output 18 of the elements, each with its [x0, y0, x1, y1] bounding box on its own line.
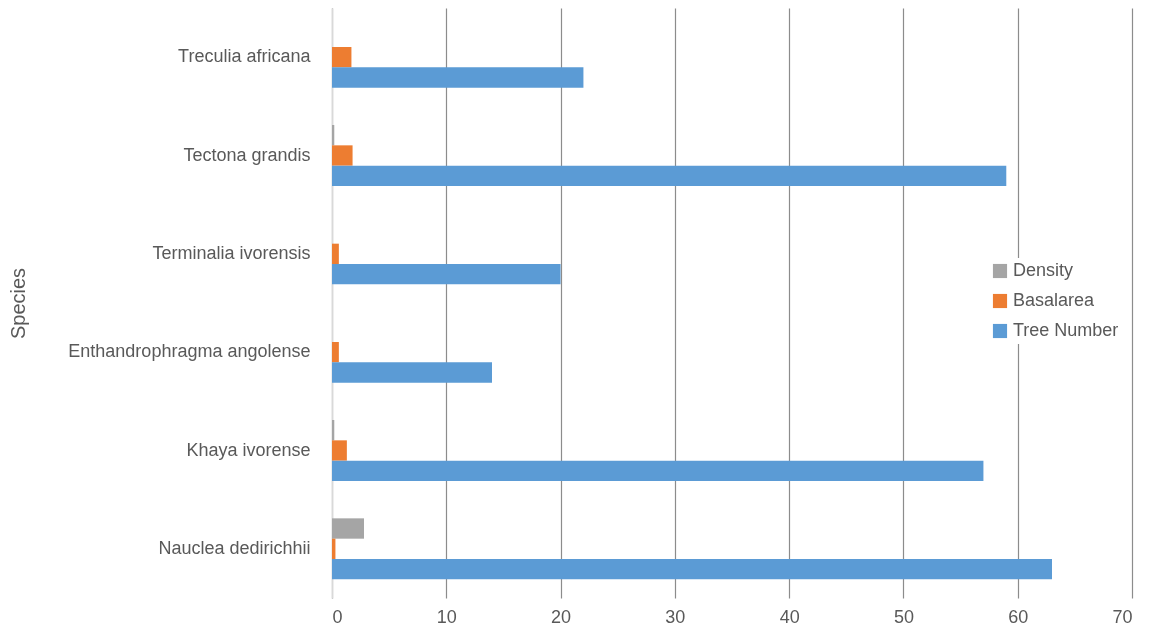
legend-label: Density [1013, 260, 1074, 280]
x-tick-label: 10 [436, 606, 457, 627]
x-tick-label: 50 [893, 606, 914, 627]
y-tick-label: Terminalia ivorensis [152, 242, 311, 263]
x-tick-label: 40 [779, 606, 800, 627]
x-tick-label: 70 [1112, 606, 1133, 627]
x-tick-label: 0 [332, 606, 343, 627]
y-axis-title: Species [6, 267, 29, 340]
x-tick-label: 20 [551, 606, 572, 627]
x-tick-label: 60 [1008, 606, 1029, 627]
y-tick-label: Khaya ivorense [186, 439, 311, 460]
y-tick-label: Nauclea dedirichhii [158, 537, 311, 558]
y-tick-label: Enthandrophragma angolense [68, 341, 311, 362]
y-tick-label: Tectona grandis [183, 144, 311, 165]
legend-label: Tree Number [1013, 320, 1119, 340]
x-tick-label: 30 [665, 606, 686, 627]
legend-label: Basalarea [1013, 290, 1096, 310]
y-tick-label: Treculia africana [178, 46, 312, 67]
